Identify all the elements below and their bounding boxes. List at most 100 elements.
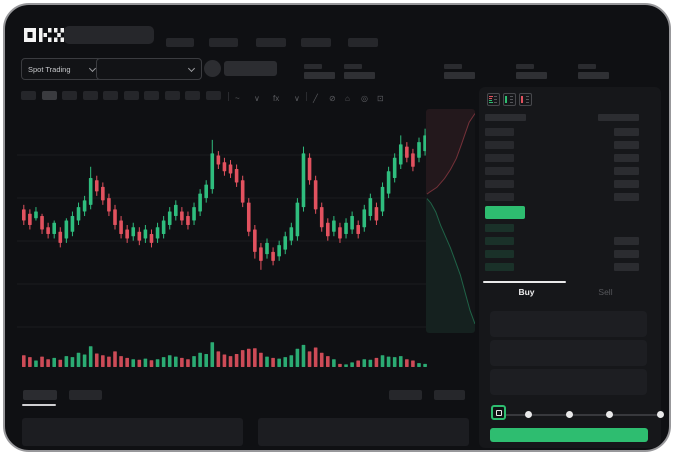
fullscreen-icon[interactable]: ⊡ [377,94,384,103]
bid-row-amount[interactable] [614,263,639,271]
chevron-down-icon [187,64,196,72]
row-mark [510,99,513,100]
interval-chip-4[interactable] [82,91,98,100]
ask-row-price[interactable] [485,167,514,175]
trade-sidebar: Buy Sell [479,87,664,448]
stat-label-1 [304,64,322,69]
bottom-tab-2[interactable] [69,390,102,400]
slider-handle[interactable] [491,405,506,420]
orderbook-header-price [485,114,526,121]
search-input[interactable] [64,26,154,44]
stat-value-1 [304,72,335,79]
settings-icon[interactable]: ◎ [361,94,368,103]
chart-style-icon[interactable]: ~ [235,94,240,103]
ask-row-amount[interactable] [614,167,639,175]
orderbook-header-amount [598,114,639,121]
bottom-tab-indicator [22,404,56,406]
tab-buy[interactable]: Buy [518,287,535,297]
slider-handle-core [495,409,502,416]
slider-stop-2[interactable] [525,411,532,418]
nav-item-2[interactable] [209,38,238,47]
candlestick-chart [17,128,429,367]
ask-row-price[interactable] [485,154,514,162]
bottom-action-chip-2[interactable] [434,390,465,400]
bottom-tab-1[interactable] [23,390,57,400]
trendline-tool-icon[interactable]: ╱ [313,94,318,103]
table-placeholder-2 [258,418,469,446]
bid-mark [489,102,493,103]
stat-value-4 [516,72,547,79]
ask-row-amount[interactable] [614,154,639,162]
bid-row-price[interactable] [485,237,514,245]
interval-chip-6[interactable] [123,91,139,100]
bid-row-amount[interactable] [614,250,639,258]
active-tab-indicator [483,281,566,283]
chevron-down-icon[interactable]: ∨ [254,94,260,103]
okx-logo[interactable] [24,28,64,42]
ask-row-amount[interactable] [614,180,639,188]
interval-chip-5[interactable] [103,91,118,100]
slider-stop-3[interactable] [566,411,573,418]
interval-chip-2[interactable] [41,91,57,100]
indicators-icon[interactable]: fx [273,94,280,103]
interval-chip-10[interactable] [205,91,221,100]
bid-row-price[interactable] [485,250,514,258]
ask-row-amount[interactable] [614,128,639,136]
bid-row-price[interactable] [485,224,514,232]
row-mark [494,99,497,100]
chevron-down-icon [88,64,97,72]
interval-chip-1[interactable] [21,91,36,100]
row-mark [494,102,497,103]
row-mark [510,96,513,97]
book-both-icon[interactable] [487,93,500,106]
stat-label-3 [444,64,462,69]
pair-coin-icon[interactable] [204,60,221,77]
ask-row-amount[interactable] [614,141,639,149]
eraser-tool-icon[interactable]: ⊘ [329,94,336,103]
slider-track[interactable] [495,414,660,416]
ask-row-price[interactable] [485,128,514,136]
ask-mark [489,96,493,97]
interval-chip-7[interactable] [144,91,159,100]
slider-stop-5[interactable] [657,411,664,418]
chevron-down-icon[interactable]: ∨ [294,94,300,103]
order-input-1[interactable] [490,311,647,337]
stat-label-5 [578,64,596,69]
ask-row-price[interactable] [485,193,514,201]
slider-stop-4[interactable] [606,411,613,418]
pair-select[interactable] [96,58,202,80]
nav-item-5[interactable] [348,38,378,47]
stat-label-4 [516,64,534,69]
nav-item-4[interactable] [301,38,331,47]
row-mark [494,96,497,97]
row-mark [526,96,529,97]
ask-row-price[interactable] [485,180,514,188]
book-asks-icon[interactable] [519,93,532,106]
nav-item-3[interactable] [256,38,286,47]
nav-item-1[interactable] [166,38,194,47]
row-mark [510,102,513,103]
ask-row-price[interactable] [485,141,514,149]
interval-chip-8[interactable] [164,91,180,100]
last-price-badge[interactable] [485,206,525,219]
camera-icon[interactable]: ⌂ [345,94,350,103]
order-input-2[interactable] [490,340,647,366]
book-bids-icon[interactable] [503,93,516,106]
bid-row-price[interactable] [485,263,514,271]
side-bar [505,96,507,103]
toolbar-divider [306,92,307,101]
ask-row-amount[interactable] [614,193,639,201]
order-input-3[interactable] [490,369,647,395]
bid-row-amount[interactable] [614,237,639,245]
last-price-placeholder [224,61,277,76]
bottom-action-chip-1[interactable] [389,390,422,400]
row-mark [526,99,529,100]
interval-chip-3[interactable] [62,91,77,100]
interval-chip-9[interactable] [185,91,200,100]
toolbar-divider [228,92,229,101]
bid-mark [489,100,492,101]
tab-sell[interactable]: Sell [598,287,613,297]
market-type-select[interactable]: Spot Trading [21,58,102,80]
ask-mark [489,98,492,99]
buy-submit-button[interactable] [490,428,648,442]
